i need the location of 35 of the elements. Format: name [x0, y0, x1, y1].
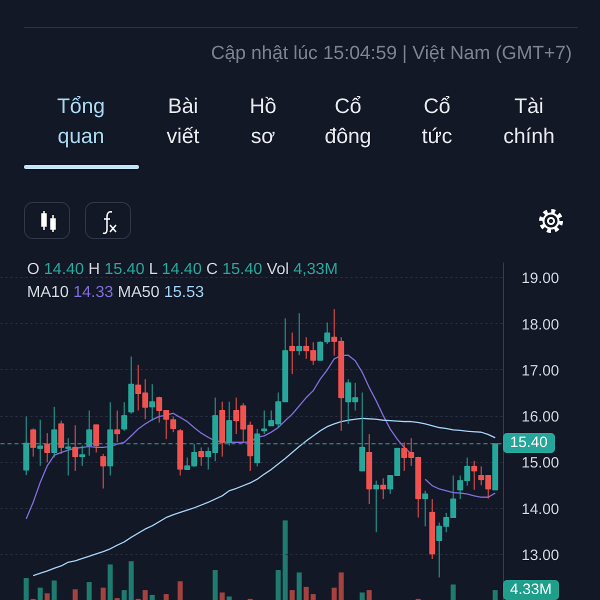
text: Cổ tức: [422, 94, 452, 150]
y-tick-label: 14.00: [522, 500, 560, 518]
candlestick: [296, 312, 302, 356]
candlestick: [149, 384, 156, 422]
candlestick: [261, 410, 268, 435]
y-tick-label: 16.00: [522, 408, 560, 426]
text: Cổ đông: [324, 94, 372, 150]
candlestick: [198, 446, 204, 466]
candlestick: [114, 410, 120, 443]
candlestick: [380, 478, 386, 500]
text: O 14.40 H 15.40 L 14.40 C 15.40 Vol 4,33M: [27, 261, 338, 278]
candlestick: [422, 490, 428, 527]
text: Tài chính: [503, 94, 555, 150]
candlestick: [471, 460, 478, 490]
y-tick-label: 17.00: [522, 362, 560, 380]
text: 4.33M: [503, 580, 559, 600]
text: Tổng quan: [57, 94, 105, 150]
y-tick-label: 18.00: [522, 316, 560, 334]
text: Hồ sơ: [250, 94, 276, 150]
candlestick: [93, 424, 100, 453]
candlestick: [373, 480, 380, 533]
y-tick-label: 19.00: [522, 270, 560, 288]
candlestick: [121, 402, 128, 432]
candlestick: [72, 424, 78, 472]
annotation: MA10 14.33 MA50 15.53: [27, 284, 204, 301]
ref-line-label: 15.40: [503, 433, 555, 454]
candlestick: [58, 420, 64, 454]
y-tick-label: 15.00: [522, 454, 560, 472]
candlestick: [289, 332, 296, 375]
chart-subtitle: Cập nhật lúc 15:04:59 | Việt Nam (GMT+7): [210, 42, 572, 66]
text: Bài viết: [166, 94, 200, 150]
candlestick: [100, 453, 106, 489]
y-tick-label: 13.00: [522, 546, 560, 564]
candlestick: [30, 428, 36, 458]
candlestick: [44, 432, 50, 463]
